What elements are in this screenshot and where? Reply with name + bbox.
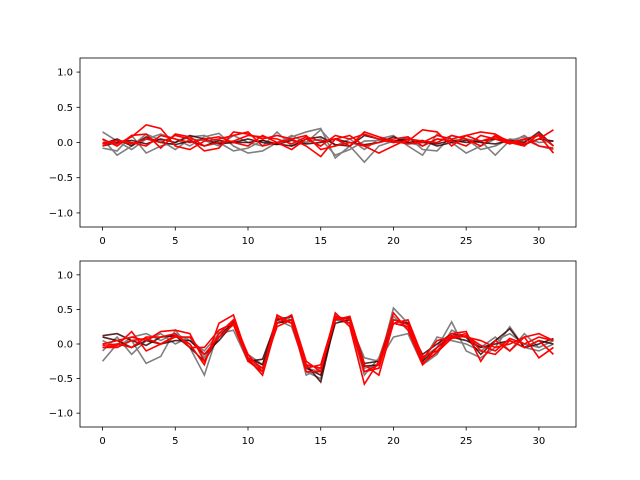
- bottom-subplot: 0 5 10 15 20 25 30 −1.0 −0.5 0.0 0.5 1.0: [49, 260, 577, 447]
- y-tick-label: 0.5: [57, 305, 73, 316]
- series-line-dark-4: [102, 318, 554, 377]
- x-tick-label: 5: [172, 436, 178, 447]
- y-tick-label: 0.0: [57, 340, 73, 351]
- x-tick-label: 25: [460, 436, 473, 447]
- x-tick-label: 30: [533, 436, 546, 447]
- x-tick-label: 5: [172, 236, 178, 247]
- top-subplot: 0 5 10 15 20 25 30 −1.0 −0.5 0.0 0.5 1.0: [49, 57, 577, 247]
- y-tick-label: 0.0: [57, 138, 73, 149]
- y-tick-label: 1.0: [57, 270, 73, 281]
- x-tick-label: 15: [314, 236, 327, 247]
- x-tick-label: 10: [242, 436, 255, 447]
- x-tick-label: 20: [387, 436, 400, 447]
- x-tick-label: 25: [460, 236, 473, 247]
- y-tick-label: 0.5: [57, 103, 73, 114]
- series-line-red-6: [102, 313, 555, 374]
- y-tick-label: −1.0: [49, 409, 73, 420]
- y-tick-label: 1.0: [57, 68, 73, 79]
- x-tick-label: 0: [99, 436, 105, 447]
- x-tick-label: 10: [242, 236, 255, 247]
- x-tick-label: 30: [533, 236, 546, 247]
- series-line-red-8: [102, 134, 554, 151]
- x-tick-label: 0: [99, 236, 105, 247]
- series-line-red-7: [102, 131, 554, 150]
- y-tick-label: −1.0: [49, 208, 73, 219]
- y-tick-label: −0.5: [49, 173, 73, 184]
- x-tick-label: 20: [387, 236, 400, 247]
- series-line-red-8: [102, 316, 554, 373]
- y-tick-label: −0.5: [49, 374, 73, 385]
- x-tick-label: 15: [314, 436, 327, 447]
